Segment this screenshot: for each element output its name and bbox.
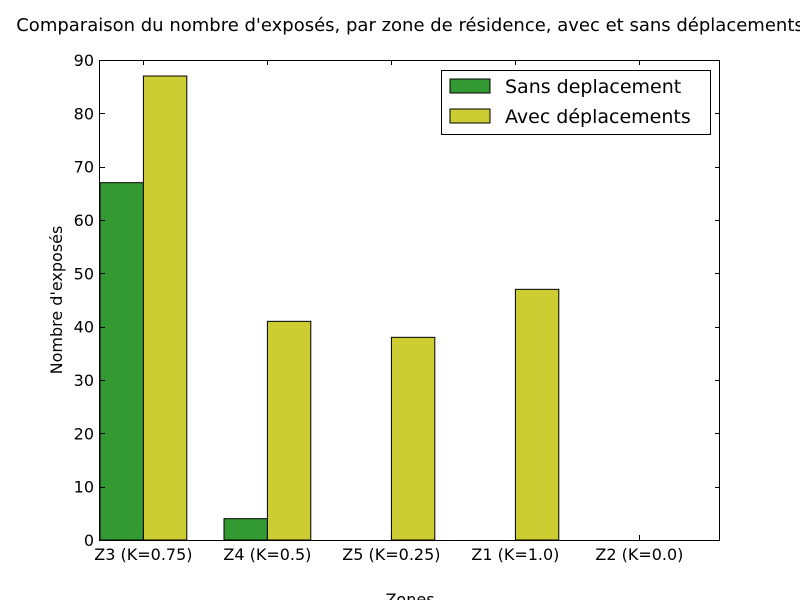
- bar-avec-d-placements-z1-k-1-0: [514, 288, 560, 541]
- x-axis-ticks: Z3 (K=0.75) Z4 (K=0.5) Z5 (K=0.25) Z1 (K=1.…: [94, 60, 683, 564]
- x-axis-label: Zones: [385, 590, 434, 600]
- legend-swatch-avec-deplacements: [449, 108, 491, 124]
- y-axis-ticks: 0 10 20 30 40 50 60 70 80 90: [74, 51, 720, 550]
- y-tick-label-0: 0: [84, 531, 94, 550]
- y-tick-label-90: 90: [74, 51, 94, 70]
- x-tick-label-z5-k-0-25: Z5 (K=0.25): [342, 545, 440, 564]
- bar-sans-deplacement-z4-k-0-5: [223, 518, 268, 541]
- legend: Sans deplacement Avec déplacements: [441, 70, 711, 135]
- y-tick-label-20: 20: [74, 424, 94, 443]
- bar-avec-d-placements-z4-k-0-5: [266, 320, 312, 541]
- y-tick-label-30: 30: [74, 371, 94, 390]
- y-tick-label-40: 40: [74, 318, 94, 337]
- y-tick-label-70: 70: [74, 158, 94, 177]
- legend-swatch-sans-deplacement: [449, 78, 491, 94]
- y-tick-label-50: 50: [74, 264, 94, 283]
- legend-label-sans-deplacement: Sans deplacement: [505, 76, 681, 98]
- y-tick-label-80: 80: [74, 104, 94, 123]
- x-tick-label-z4-k-0-5: Z4 (K=0.5): [223, 545, 311, 564]
- bar-avec-d-placements-z5-k-0-25: [390, 336, 436, 541]
- y-tick-label-10: 10: [74, 478, 94, 497]
- bars-group: [99, 75, 560, 541]
- bar-sans-deplacement-z3-k-0-75: [99, 182, 144, 541]
- plot-frame: [99, 60, 720, 541]
- chart-title: Comparaison du nombre d'exposés, par zon…: [16, 15, 800, 36]
- y-tick-label-60: 60: [74, 211, 94, 230]
- legend-label-avec-deplacements: Avec déplacements: [505, 106, 691, 128]
- y-axis-label: Nombre d'exposés: [47, 226, 66, 375]
- x-tick-label-z1-k-1-0: Z1 (K=1.0): [471, 545, 559, 564]
- x-tick-label-z3-k-0-75: Z3 (K=0.75): [94, 545, 192, 564]
- x-tick-label-z2-k-0-0: Z2 (K=0.0): [595, 545, 683, 564]
- bar-avec-d-placements-z3-k-0-75: [142, 75, 188, 541]
